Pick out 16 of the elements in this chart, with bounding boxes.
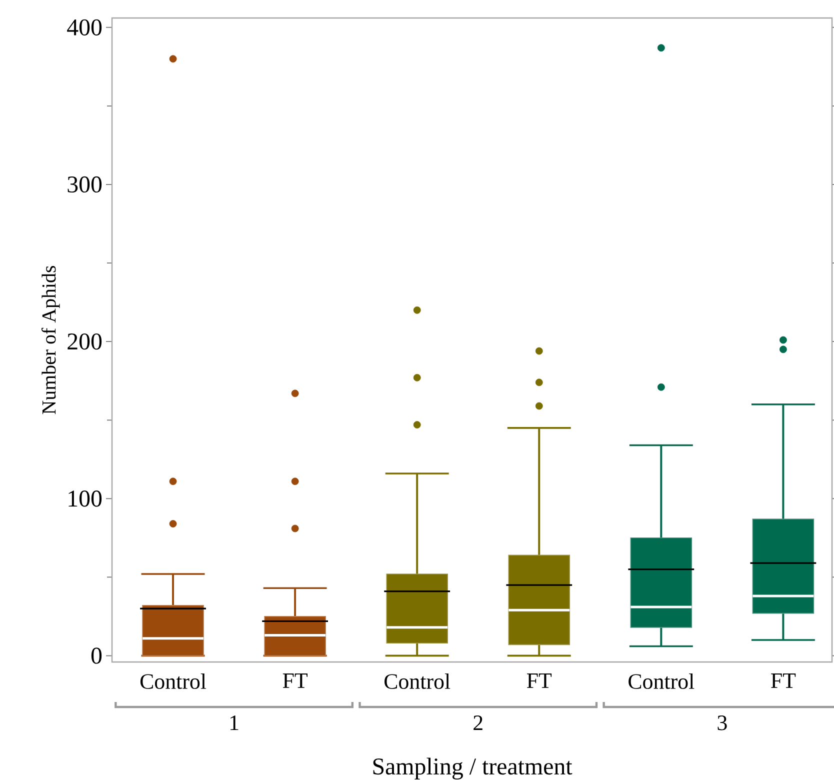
- x-tick-label: FT: [771, 674, 796, 688]
- text: 3: [718, 716, 727, 730]
- x-axis-title: Sampling / treatment: [373, 758, 572, 780]
- text: 1: [230, 716, 238, 730]
- y-tick-label: 400: [67, 19, 102, 36]
- x-tick-label: Control: [384, 674, 450, 689]
- x-tick-label: FT: [282, 674, 308, 688]
- y-tick-label: 200: [68, 333, 102, 350]
- y-tick-label: 0: [91, 648, 102, 664]
- x-tick-label: Control: [140, 674, 206, 689]
- y-tick-label: 100: [68, 490, 102, 507]
- x-tick-label: Control: [628, 674, 694, 689]
- x-tick-label: FT: [526, 674, 552, 688]
- text: 2: [474, 716, 482, 730]
- y-tick-label: 300: [68, 176, 102, 193]
- y-axis-title: Number of Aphids: [42, 266, 60, 414]
